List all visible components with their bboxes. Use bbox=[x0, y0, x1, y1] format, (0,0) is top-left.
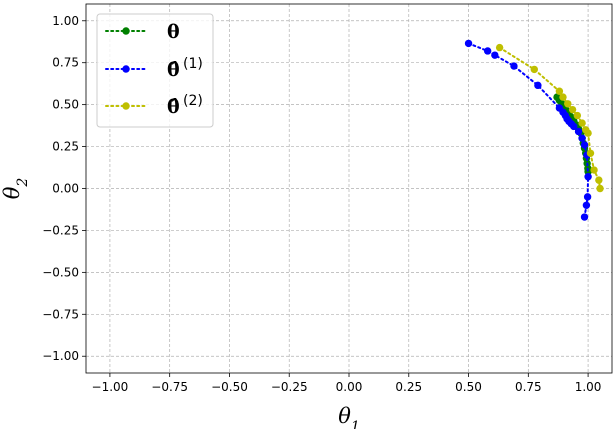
x-tick-label: 0.00 bbox=[336, 380, 363, 394]
data-point bbox=[491, 51, 499, 59]
data-point bbox=[568, 105, 577, 114]
x-tick-label: 1.00 bbox=[575, 380, 602, 394]
legend-marker bbox=[122, 102, 130, 110]
data-point bbox=[580, 213, 589, 221]
data-point bbox=[483, 47, 492, 55]
legend-label: θ bbox=[167, 21, 180, 43]
legend-label: θ̂ bbox=[167, 96, 180, 118]
legend-box bbox=[96, 13, 214, 128]
x-tick-label: −0.75 bbox=[151, 380, 188, 394]
y-tick-label: −1.00 bbox=[42, 349, 79, 363]
y-tick-label: 0.50 bbox=[52, 98, 79, 112]
x-tick-label: −0.50 bbox=[211, 380, 248, 394]
legend-item: θ̂ (1) bbox=[105, 56, 203, 81]
legend-marker bbox=[122, 27, 130, 35]
legend-item: θ̂ (2) bbox=[105, 93, 203, 118]
legend-label-sup: (2) bbox=[183, 93, 203, 109]
series-2 bbox=[464, 39, 592, 221]
legend-item: θ bbox=[105, 21, 180, 43]
data-point bbox=[570, 122, 578, 131]
axis-ticks: −1.00 −0.75 −0.50 −0.25 0.00 0.25 0.50 0.75 1.00… bbox=[42, 14, 601, 394]
data-point bbox=[555, 87, 564, 95]
data-point bbox=[582, 201, 591, 209]
y-tick-label: −0.50 bbox=[42, 265, 79, 279]
y-tick-label: 0.00 bbox=[52, 182, 79, 196]
legend-label: θ̂ bbox=[167, 59, 180, 81]
data-point bbox=[574, 127, 583, 136]
x-tick-label: −0.25 bbox=[271, 380, 308, 394]
x-tick-label: 0.75 bbox=[515, 380, 542, 394]
data-point bbox=[573, 111, 582, 120]
series-3 bbox=[495, 43, 604, 193]
data-point bbox=[580, 141, 589, 149]
y-tick-label: −0.75 bbox=[42, 307, 79, 321]
data-point bbox=[559, 93, 567, 101]
data-point bbox=[578, 119, 586, 127]
data-point bbox=[510, 62, 518, 70]
data-point bbox=[583, 193, 592, 201]
x-tick-label: −1.00 bbox=[92, 380, 129, 394]
series-layer bbox=[464, 39, 604, 221]
data-point bbox=[584, 129, 592, 137]
legend-marker bbox=[122, 65, 130, 73]
data-point bbox=[530, 65, 538, 74]
x-tick-label: 0.50 bbox=[455, 380, 482, 394]
y-tick-label: 0.75 bbox=[52, 56, 79, 70]
data-point bbox=[564, 100, 572, 108]
y-tick-label: 1.00 bbox=[52, 14, 79, 28]
y-tick-label: −0.25 bbox=[42, 223, 79, 237]
legend: θθ̂ (1)θ̂ (2) bbox=[96, 13, 214, 128]
data-point bbox=[596, 184, 604, 193]
data-point bbox=[595, 176, 603, 184]
data-point bbox=[464, 39, 473, 48]
data-point bbox=[534, 81, 542, 90]
x-axis-label: θ1 bbox=[338, 404, 360, 429]
y-axis-label: θ2 bbox=[0, 178, 31, 200]
legend-label-sup: (1) bbox=[183, 56, 203, 72]
data-point bbox=[578, 134, 586, 142]
data-point bbox=[586, 149, 595, 157]
y-tick-label: 0.25 bbox=[52, 140, 79, 154]
data-point bbox=[495, 43, 504, 52]
x-tick-label: 0.25 bbox=[395, 380, 422, 394]
data-point bbox=[590, 166, 598, 174]
data-point bbox=[584, 173, 592, 181]
